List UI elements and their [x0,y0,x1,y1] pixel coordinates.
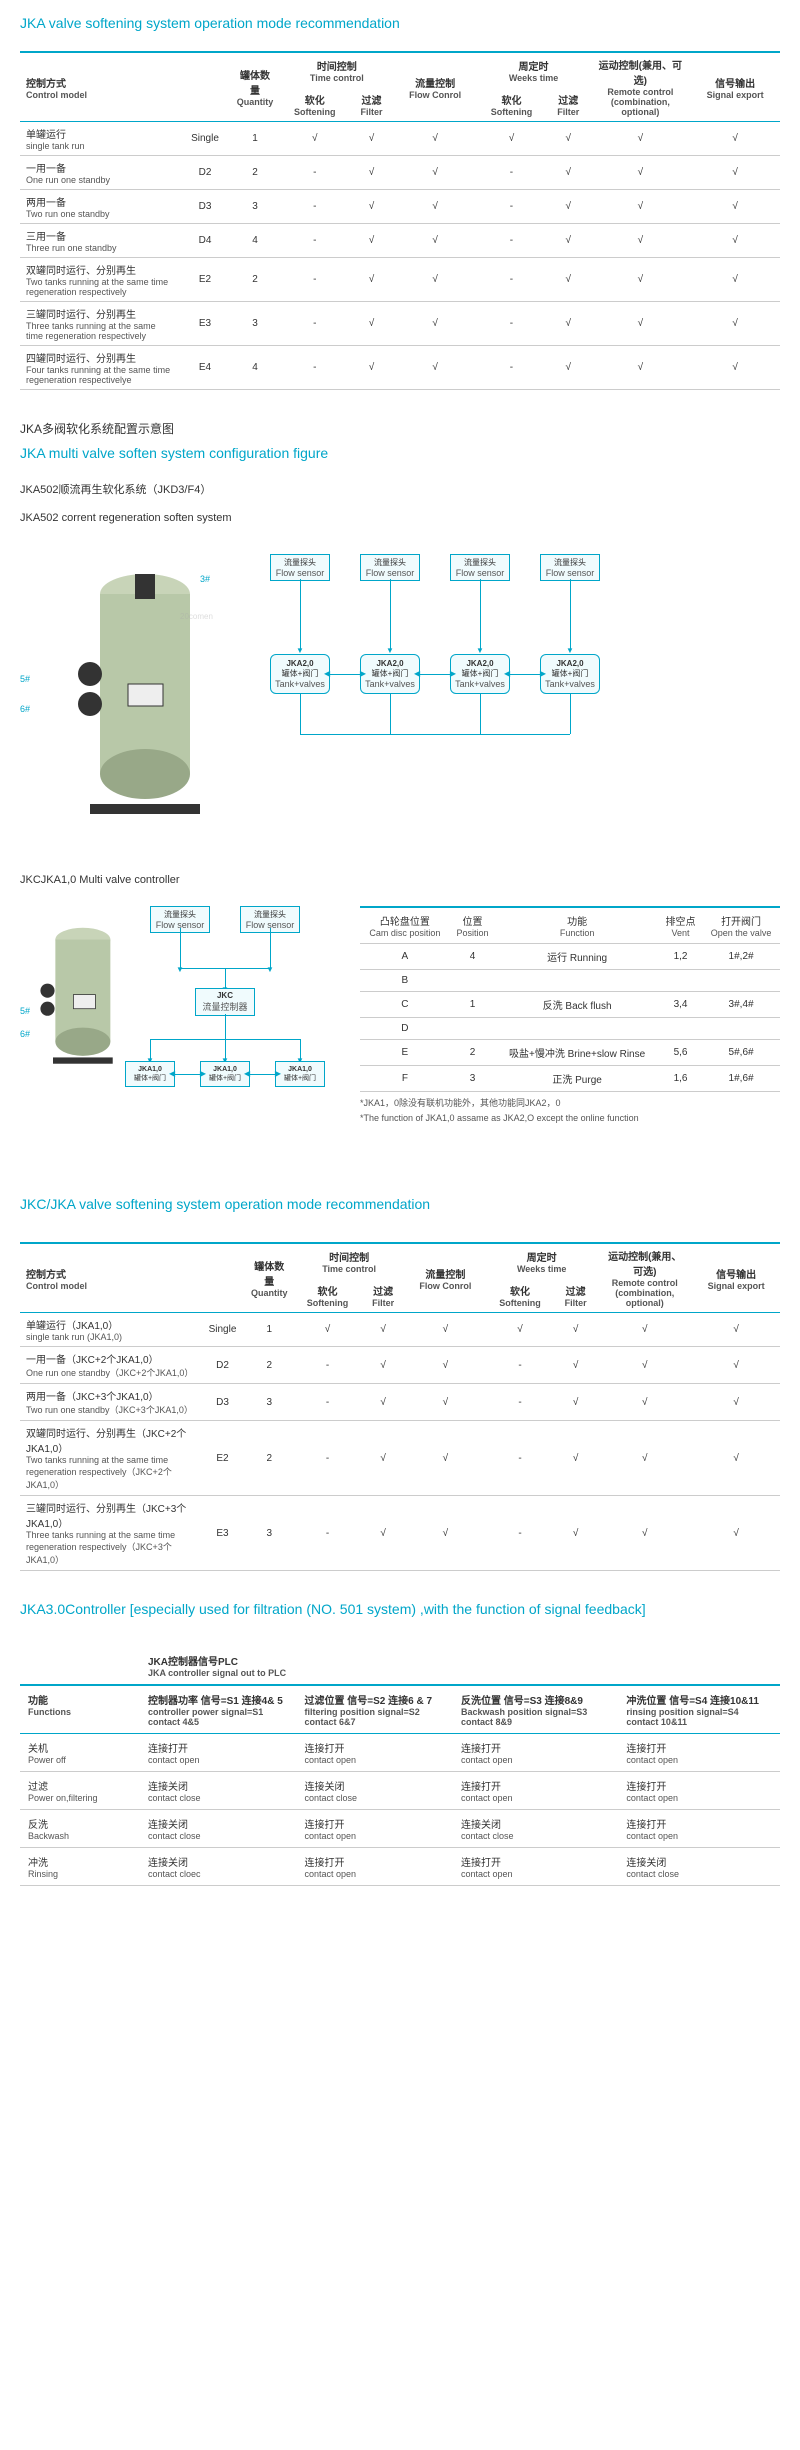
table-row: 反洗Backwash连接关闭contact close连接打开contact o… [20,1810,780,1848]
tank-image: 3# 5# 6# 20comen [20,544,240,824]
table-row: 一用一备One run one standbyD22-√√-√√√ [20,156,780,190]
diagram-1: 3# 5# 6# 20comen 流量探头Flow sensor 流量探头Flo… [20,544,780,824]
table-row: 四罐同时运行、分别再生Four tanks running at the sam… [20,346,780,390]
table-row: B [360,970,780,992]
cam-note-2: *The function of JKA1,0 assame as JKA2,O… [360,1113,780,1123]
title-3: JKA3.0Controller [especially used for fi… [20,1601,780,1617]
svg-text:20comen: 20comen [180,612,213,621]
table-row: 两用一备Two run one standbyD33-√√-√√√ [20,190,780,224]
table-row: 冲洗Rinsing连接关闭contact cloec连接打开contact op… [20,1848,780,1886]
table-row: 单罐运行（JKA1,0）single tank run (JKA1,0)Sing… [20,1313,780,1347]
table-row: C1反洗 Back flush3,43#,4# [360,992,780,1018]
table-row: 一用一备（JKC+2个JKA1,0）One run one standby（JK… [20,1347,780,1384]
plc-table: JKA控制器信号PLCJKA controller signal out to … [20,1647,780,1886]
section-multivalve: JKA多阀软化系统配置示意图 JKA multi valve soften sy… [0,405,800,859]
jkc-title: JKCJKA1,0 Multi valve controller [20,874,780,886]
table-row: E2吸盐+慢冲洗 Brine+slow Rinse5,65#,6# [360,1040,780,1066]
table-1: 控制方式Control model 罐体数量Quantity 时间控制Time … [20,51,780,390]
cam-table: 凸轮盘位置Cam disc position 位置Position 功能Func… [360,906,780,1092]
title-2: JKC/JKA valve softening system operation… [20,1196,780,1212]
section-table2: JKC/JKA valve softening system operation… [0,1181,800,1586]
mv-title-en: JKA multi valve soften system configurat… [20,445,780,461]
table-row: 单罐运行single tank runSingle1√√√√√√√ [20,122,780,156]
table-2: 控制方式Control model 罐体数量Quantity 时间控制Time … [20,1242,780,1571]
section-jkc-ctrl: JKCJKA1,0 Multi valve controller 5# 6# 流… [0,859,800,1181]
table-row: 关机Power off连接打开contact open连接打开contact o… [20,1734,780,1772]
table-row: 过滤Power on,filtering连接关闭contact close连接关… [20,1772,780,1810]
table-row: 两用一备（JKC+3个JKA1,0）Two run one standby（JK… [20,1384,780,1421]
table-row: 双罐同时运行、分别再生Two tanks running at the same… [20,258,780,302]
table-row: 三罐同时运行、分别再生Three tanks running at the sa… [20,302,780,346]
mv-title-cn: JKA多阀软化系统配置示意图 [20,420,780,437]
table-row: 三罐同时运行、分别再生（JKC+3个JKA1,0）Three tanks run… [20,1496,780,1571]
table-row: 双罐同时运行、分别再生（JKC+2个JKA1,0）Two tanks runni… [20,1421,780,1496]
tank-svg-icon-2 [20,916,130,1073]
tank-svg-icon: 20comen [40,544,220,824]
flow-diagram: 流量探头Flow sensor 流量探头Flow sensor 流量探头Flow… [260,544,780,824]
table-row: 三用一备Three run one standbyD44-√√-√√√ [20,224,780,258]
title-1: JKA valve softening system operation mod… [20,15,780,31]
table-row: A4运行 Running1,21#,2# [360,944,780,970]
diagram-2: 5# 6# 流量探头Flow sensor 流量探头Flow sensor JK… [20,906,780,1146]
table-row: F3正洗 Purge1,61#,6# [360,1066,780,1092]
cam-note-1: *JKA1，0除没有联机功能外，其他功能同JKA2，0 [360,1096,780,1109]
table-row: D [360,1018,780,1040]
section-table1: JKA valve softening system operation mod… [0,0,800,405]
section-plc: JKA3.0Controller [especially used for fi… [0,1586,800,1901]
